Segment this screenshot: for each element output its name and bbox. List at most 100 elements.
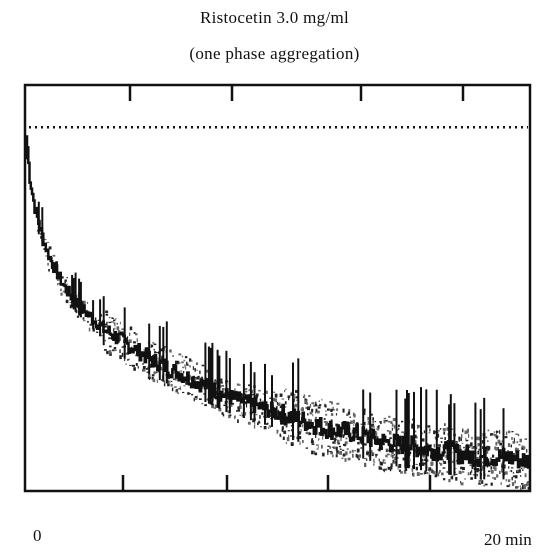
noise-dot xyxy=(370,413,373,416)
noise-dot xyxy=(392,459,395,464)
noise-dot xyxy=(343,443,345,446)
noise-dot xyxy=(466,428,469,433)
noise-dot xyxy=(330,413,334,416)
noise-dot xyxy=(279,405,283,408)
noise-dot xyxy=(372,420,375,424)
noise-dot xyxy=(109,352,112,356)
noise-dot xyxy=(336,402,340,405)
noise-dot xyxy=(295,390,298,393)
noise-dot xyxy=(82,317,85,320)
noise-dot xyxy=(251,394,255,396)
noise-dot xyxy=(356,422,359,424)
noise-dot xyxy=(182,371,185,374)
noise-dot xyxy=(97,319,100,321)
noise-dot xyxy=(199,370,201,374)
noise-dot xyxy=(147,374,151,379)
noise-dot xyxy=(244,412,247,416)
noise-dot xyxy=(321,398,323,401)
noise-dot xyxy=(76,295,78,299)
noise-dot xyxy=(437,444,440,447)
noise-dot xyxy=(153,371,156,375)
noise-dot xyxy=(311,402,315,405)
noise-dot xyxy=(153,343,157,346)
noise-dot xyxy=(442,459,444,463)
noise-dot xyxy=(315,444,319,446)
noise-dot xyxy=(314,452,318,456)
noise-dot xyxy=(121,346,125,348)
noise-dot xyxy=(460,481,462,484)
noise-dot xyxy=(160,379,164,381)
noise-dot xyxy=(199,398,202,400)
noise-dot xyxy=(445,454,447,458)
noise-dot xyxy=(156,372,158,374)
noise-dot xyxy=(213,407,216,409)
noise-dot xyxy=(366,452,369,455)
noise-dot xyxy=(288,434,290,438)
noise-dot xyxy=(301,408,304,412)
noise-dot xyxy=(66,283,68,285)
noise-dot xyxy=(437,472,440,477)
noise-dot xyxy=(108,316,111,319)
noise-dot xyxy=(298,431,301,435)
noise-dot xyxy=(281,428,284,432)
noise-dot xyxy=(505,431,508,436)
noise-dot xyxy=(64,280,67,284)
noise-dot xyxy=(511,476,513,481)
noise-dot xyxy=(375,455,377,458)
noise-dot xyxy=(223,404,226,407)
noise-dot xyxy=(214,404,217,408)
noise-dot xyxy=(302,440,304,443)
noise-dot xyxy=(363,443,367,446)
noise-dot xyxy=(318,438,320,440)
noise-dot xyxy=(336,439,340,444)
noise-dot xyxy=(403,470,407,474)
noise-dot xyxy=(129,326,133,331)
noise-dot xyxy=(146,368,149,370)
noise-dot xyxy=(522,469,524,471)
noise-dot xyxy=(401,420,403,423)
noise-dot xyxy=(278,402,281,406)
noise-dot xyxy=(360,447,363,449)
noise-dot xyxy=(349,450,351,454)
noise-dot xyxy=(516,469,519,472)
noise-dot xyxy=(317,405,320,407)
noise-dot xyxy=(290,391,292,395)
noise-dot xyxy=(237,408,241,412)
noise-dot xyxy=(469,464,472,467)
noise-dot xyxy=(196,369,198,371)
noise-dot xyxy=(276,401,278,406)
noise-dot xyxy=(462,466,465,471)
noise-dot xyxy=(494,467,497,471)
noise-dot xyxy=(421,462,425,466)
noise-dot xyxy=(498,441,501,443)
noise-dot xyxy=(451,475,454,480)
noise-dot xyxy=(87,320,89,323)
noise-dot xyxy=(179,386,181,391)
noise-dot xyxy=(191,393,194,396)
noise-dot xyxy=(266,423,268,425)
noise-dot xyxy=(521,483,524,485)
noise-dot xyxy=(88,327,91,332)
noise-dot xyxy=(135,363,138,366)
noise-dot xyxy=(508,483,511,487)
noise-dot xyxy=(521,446,525,450)
noise-dot xyxy=(390,466,393,470)
noise-dot xyxy=(526,449,528,453)
noise-dot xyxy=(358,454,362,458)
noise-dot xyxy=(374,433,378,437)
noise-dot xyxy=(211,406,215,409)
noise-dot xyxy=(142,363,144,365)
noise-dot xyxy=(448,479,451,483)
noise-dot xyxy=(128,339,132,343)
noise-dot xyxy=(356,455,359,459)
noise-dot xyxy=(488,470,491,473)
noise-dot xyxy=(489,457,492,460)
noise-dot xyxy=(481,440,485,444)
noise-dot xyxy=(183,359,186,362)
noise-dot xyxy=(377,449,379,451)
noise-dot xyxy=(268,425,271,427)
noise-dot xyxy=(492,454,495,458)
noise-dot xyxy=(114,322,116,327)
noise-dot xyxy=(511,467,514,469)
